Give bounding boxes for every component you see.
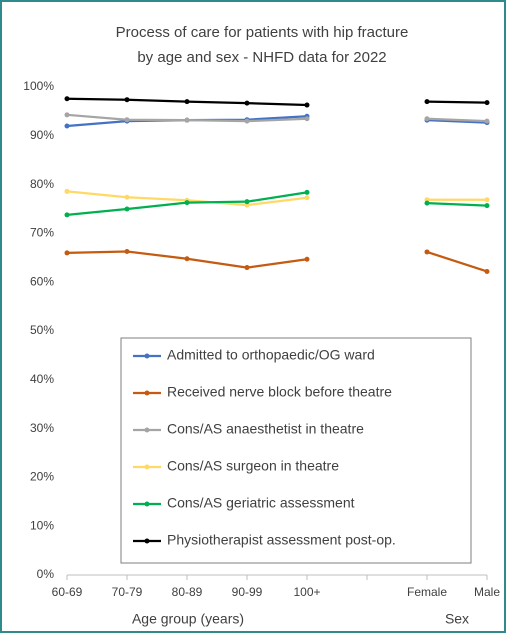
- legend-marker: [144, 501, 150, 507]
- data-point: [424, 99, 430, 105]
- data-point: [244, 100, 250, 106]
- data-point: [484, 203, 490, 209]
- y-tick-label: 40%: [30, 372, 54, 386]
- x-tick-label: Female: [407, 585, 447, 599]
- data-point: [184, 256, 190, 262]
- y-tick-label: 80%: [30, 177, 54, 191]
- y-tick-label: 60%: [30, 274, 54, 288]
- data-point: [484, 197, 490, 203]
- data-point: [184, 99, 190, 105]
- data-point: [304, 195, 310, 201]
- data-point: [184, 117, 190, 123]
- legend-box: [120, 337, 472, 564]
- x-tick-label: 70-79: [112, 585, 143, 599]
- chart-title: Process of care for patients with hip fr…: [116, 24, 409, 41]
- data-point: [424, 197, 430, 203]
- data-point: [124, 206, 130, 212]
- y-tick-label: 70%: [30, 226, 54, 240]
- data-point: [64, 212, 70, 218]
- y-tick-label: 50%: [30, 323, 54, 337]
- data-point: [124, 248, 130, 254]
- y-tick-label: 0%: [37, 567, 55, 581]
- data-point: [244, 199, 250, 205]
- data-point: [484, 100, 490, 106]
- x-tick-label: 100+: [293, 585, 320, 599]
- data-point: [124, 117, 130, 123]
- y-tick-label: 10%: [30, 518, 54, 532]
- data-point: [124, 97, 130, 103]
- data-point: [64, 123, 70, 129]
- legend-marker: [144, 538, 150, 544]
- data-point: [424, 249, 430, 255]
- legend-label: Admitted to orthopaedic/OG ward: [167, 347, 375, 363]
- legend-label: Cons/AS surgeon in theatre: [167, 458, 339, 474]
- legend-label: Cons/AS anaesthetist in theatre: [167, 421, 364, 437]
- legend-marker: [144, 390, 150, 396]
- x-axis-title: Sex: [445, 611, 469, 627]
- y-tick-label: 90%: [30, 128, 54, 142]
- data-point: [64, 250, 70, 256]
- legend-label: Physiotherapist assessment post-op.: [167, 532, 396, 548]
- data-point: [64, 188, 70, 194]
- x-tick-label: 90-99: [232, 585, 263, 599]
- y-tick-label: 20%: [30, 470, 54, 484]
- x-tick-label: 80-89: [172, 585, 203, 599]
- data-point: [244, 265, 250, 271]
- data-point: [484, 268, 490, 274]
- data-point: [124, 194, 130, 200]
- data-point: [304, 256, 310, 262]
- data-point: [244, 118, 250, 124]
- legend-marker: [144, 353, 150, 359]
- data-point: [484, 118, 490, 124]
- data-point: [424, 200, 430, 206]
- chart-title: by age and sex - NHFD data for 2022: [137, 49, 386, 66]
- legend-marker: [144, 464, 150, 470]
- data-point: [64, 112, 70, 118]
- y-tick-label: 30%: [30, 421, 54, 435]
- x-tick-label: 60-69: [52, 585, 83, 599]
- x-axis-title: Age group (years): [132, 611, 244, 627]
- legend-label: Received nerve block before theatre: [167, 384, 392, 400]
- data-point: [304, 102, 310, 108]
- data-point: [304, 189, 310, 195]
- legend-marker: [144, 427, 150, 433]
- x-tick-label: Male: [474, 585, 500, 599]
- data-point: [184, 200, 190, 206]
- y-tick-label: 100%: [23, 79, 54, 93]
- data-point: [304, 116, 310, 122]
- legend-label: Cons/AS geriatric assessment: [167, 495, 355, 511]
- data-point: [424, 116, 430, 122]
- data-point: [244, 202, 250, 208]
- data-point: [64, 96, 70, 102]
